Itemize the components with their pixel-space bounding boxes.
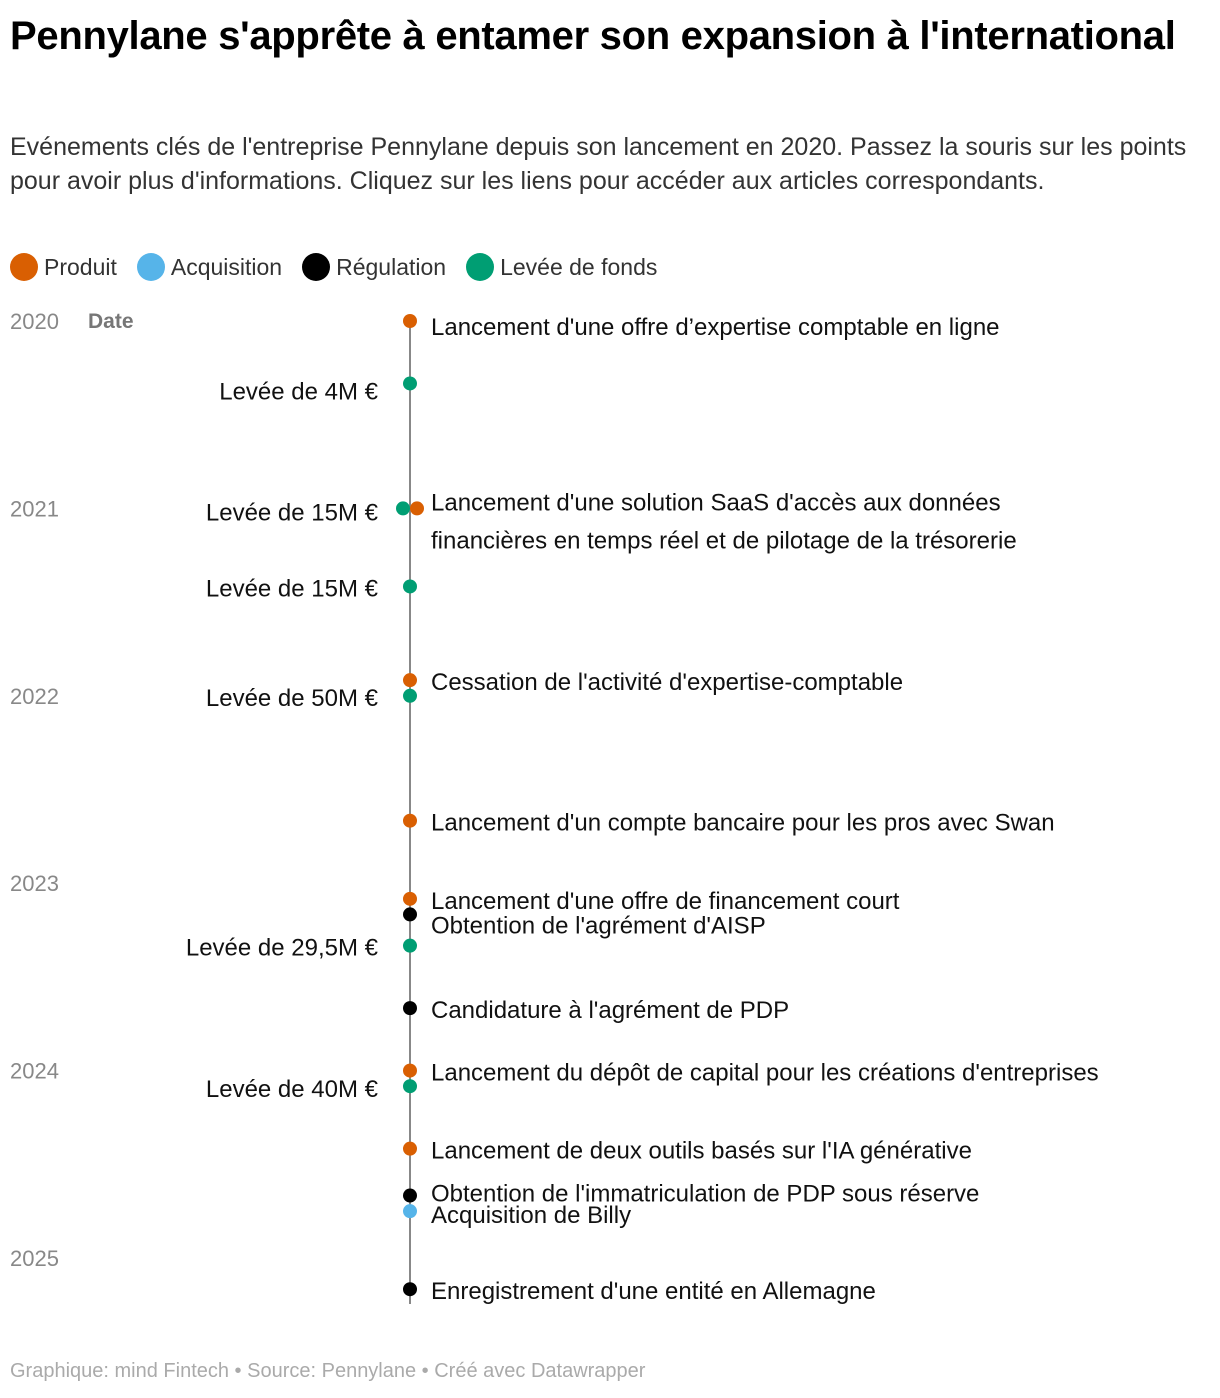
event-label: Lancement d'un compte bancaire pour les … bbox=[431, 810, 1055, 837]
chart-subtitle: Evénements clés de l'entreprise Pennylan… bbox=[10, 133, 1187, 195]
event-dot[interactable] bbox=[403, 673, 417, 688]
chart-title: Pennylane s'apprête à entamer son expans… bbox=[10, 14, 1176, 58]
legend-item-produit: Produit bbox=[10, 253, 117, 281]
legend-label: Levée de fonds bbox=[500, 253, 658, 280]
legend-swatch bbox=[10, 253, 38, 281]
y-tick-label: 2024 bbox=[10, 1059, 59, 1084]
event-dot[interactable] bbox=[403, 1141, 417, 1156]
event-label: Levée de 40M € bbox=[206, 1076, 379, 1103]
event-label: Levée de 50M € bbox=[206, 685, 379, 712]
event-dot[interactable] bbox=[403, 938, 417, 953]
event-dot[interactable] bbox=[410, 501, 424, 516]
event-label: Levée de 15M € bbox=[206, 575, 379, 602]
event-dot[interactable] bbox=[403, 1204, 417, 1219]
legend-swatch bbox=[302, 253, 331, 281]
event-dot[interactable] bbox=[403, 1063, 417, 1078]
event-label: Lancement d'une offre de financement cou… bbox=[431, 888, 900, 915]
legend-label: Acquisition bbox=[170, 253, 283, 280]
event-label: Acquisition de Billy bbox=[431, 1202, 631, 1229]
event-label: Lancement d'une offre d’expertise compta… bbox=[431, 314, 1000, 341]
event-label: Candidature à l'agrément de PDP bbox=[431, 997, 789, 1024]
event-dot[interactable] bbox=[403, 376, 417, 391]
legend: Produit Acquisition Régulation Levée de … bbox=[10, 253, 657, 281]
event-dot[interactable] bbox=[403, 1188, 417, 1203]
event-dot[interactable] bbox=[403, 688, 417, 703]
y-tick-label: 2020 bbox=[10, 309, 59, 334]
event-label: Levée de 15M € bbox=[206, 499, 379, 526]
y-tick-label: 2025 bbox=[10, 1246, 59, 1271]
legend-label: Régulation bbox=[336, 253, 447, 280]
event-label: Enregistrement d'une entité en Allemagne bbox=[431, 1278, 876, 1305]
legend-item-acquisition: Acquisition bbox=[136, 253, 283, 281]
legend-item-regulation: Régulation bbox=[302, 253, 446, 281]
event-label: Levée de 4M € bbox=[219, 378, 378, 405]
event-label: Lancement du dépôt de capital pour les c… bbox=[431, 1060, 1099, 1087]
event-label: Lancement d'une solution SaaS d'accès au… bbox=[431, 489, 1017, 554]
event-label: Lancement de deux outils basés sur l'IA … bbox=[431, 1138, 972, 1165]
legend-swatch bbox=[466, 253, 495, 281]
footer-credits: Graphique: mind Fintech • Source: Pennyl… bbox=[10, 1360, 646, 1382]
y-tick-label: 2021 bbox=[10, 496, 59, 521]
timeline-chart: Date 2020 2021 2022 2023 2024 2025 Lancement … bbox=[10, 309, 1099, 1305]
event-dot[interactable] bbox=[396, 501, 410, 516]
event-dot[interactable] bbox=[403, 891, 417, 906]
legend-item-levee: Levée de fonds bbox=[466, 253, 657, 281]
y-tick-label: 2023 bbox=[10, 871, 59, 896]
legend-swatch bbox=[136, 253, 165, 281]
y-tick-label: 2022 bbox=[10, 684, 59, 709]
event-dot[interactable] bbox=[403, 1282, 417, 1297]
event-label: Levée de 29,5M € bbox=[186, 935, 379, 962]
event-label: Obtention de l'agrément d'AISP bbox=[431, 912, 766, 939]
event-label: Obtention de l'immatriculation de PDP so… bbox=[431, 1181, 979, 1208]
event-dot[interactable] bbox=[403, 1079, 417, 1094]
event-dot[interactable] bbox=[403, 1001, 417, 1016]
axis-label: Date bbox=[88, 310, 134, 333]
event-dot[interactable] bbox=[403, 907, 417, 922]
event-dot[interactable] bbox=[403, 579, 417, 594]
event-dot[interactable] bbox=[403, 813, 417, 828]
legend-label: Produit bbox=[44, 253, 117, 280]
event-dot[interactable] bbox=[403, 314, 417, 328]
event-label: Cessation de l'activité d'expertise-comp… bbox=[431, 669, 903, 696]
